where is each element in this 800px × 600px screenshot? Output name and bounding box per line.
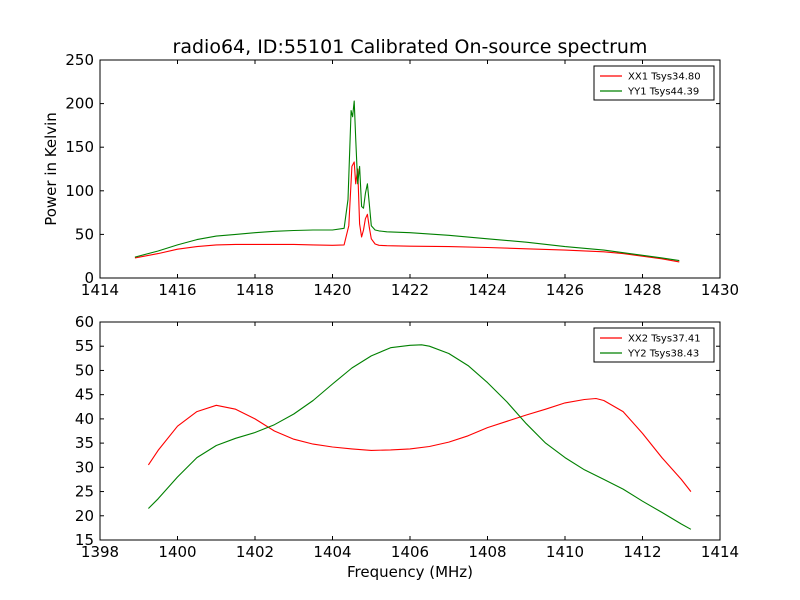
bottom-y-tick-label: 60 xyxy=(75,313,94,331)
top-y-tick-label: 100 xyxy=(65,182,94,200)
bottom-legend-label-xx: XX2 Tsys37.41 xyxy=(628,334,701,345)
top-y-axis-label: Power in Kelvin xyxy=(42,112,60,226)
bottom-x-tick-label: 1398 xyxy=(81,543,119,561)
top-y-tick-label: 250 xyxy=(65,51,94,69)
bottom-x-tick-label: 1406 xyxy=(391,543,429,561)
top-x-tick-label: 1426 xyxy=(546,281,584,299)
bottom-y-tick-label: 50 xyxy=(75,361,94,379)
top-y-tick-label: 50 xyxy=(75,225,94,243)
chart-panels: 1414 1416 1418 1420 1422 1424 1426 1428 14300501… xyxy=(65,51,739,561)
bottom-legend-label-yy: YY2 Tsys38.43 xyxy=(627,349,699,360)
bottom-y-tick-label: 15 xyxy=(75,531,94,549)
bottom-x-tick-label: 1414 xyxy=(701,543,739,561)
bottom-y-tick-label: 25 xyxy=(75,483,94,501)
top-y-tick-label: 200 xyxy=(65,95,94,113)
bottom-y-tick-label: 45 xyxy=(75,386,94,404)
bottom-legend-box xyxy=(593,327,715,363)
top-legend-label-yy: YY1 Tsys44.39 xyxy=(627,87,699,98)
bottom-x-tick-label: 1408 xyxy=(468,543,506,561)
top-y-tick-label: 0 xyxy=(84,269,94,287)
top-x-tick-label: 1424 xyxy=(468,281,506,299)
bottom-x-axis-label: Frequency (MHz) xyxy=(347,563,473,581)
bottom-panel: 1398 1400 1402 1404 1406 1408 1410 1412 1414 15 20… xyxy=(75,313,739,561)
bottom-y-tick-label: 20 xyxy=(75,507,94,525)
top-legend-label-xx: XX1 Tsys34.80 xyxy=(628,72,701,83)
top-x-tick-label: 1422 xyxy=(391,281,429,299)
bottom-x-tick-label: 1402 xyxy=(236,543,274,561)
top-x-tick-label: 1428 xyxy=(623,281,661,299)
top-x-tick-label: 1418 xyxy=(236,281,274,299)
bottom-x-tick-label: 1404 xyxy=(313,543,351,561)
top-x-tick-label: 1420 xyxy=(313,281,351,299)
top-y-tick-label: 150 xyxy=(65,138,94,156)
top-series-xx-line xyxy=(134,161,680,263)
chart-title: radio64, ID:55101 Calibrated On-source s… xyxy=(173,36,648,58)
top-series-yy-line xyxy=(134,100,680,262)
top-x-tick-label: 1416 xyxy=(158,281,196,299)
top-x-tick-label: 1414 xyxy=(81,281,119,299)
bottom-y-tick-label: 30 xyxy=(75,458,94,476)
top-legend-box xyxy=(593,65,715,101)
bottom-series-yy-line xyxy=(148,344,692,530)
bottom-x-tick-label: 1412 xyxy=(623,543,661,561)
bottom-y-tick-label: 55 xyxy=(75,337,94,355)
top-legend: XX1 Tsys34.80 YY1 Tsys44.39 xyxy=(593,65,715,101)
top-panel: 1414 1416 1418 1420 1422 1424 1426 1428 1430 0 50 1… xyxy=(65,51,739,299)
bottom-x-tick-label: 1400 xyxy=(158,543,196,561)
bottom-legend: XX2 Tsys37.41 YY2 Tsys38.43 xyxy=(593,327,715,363)
bottom-y-tick-label: 35 xyxy=(75,434,94,452)
bottom-x-tick-label: 1410 xyxy=(546,543,584,561)
top-x-tick-label: 1430 xyxy=(701,281,739,299)
bottom-y-tick-label: 40 xyxy=(75,410,94,428)
bottom-series-xx-line xyxy=(147,397,692,492)
